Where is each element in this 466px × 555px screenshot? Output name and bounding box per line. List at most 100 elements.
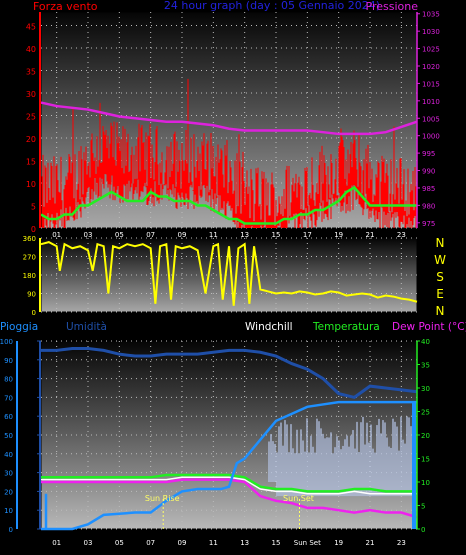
wind-direction-line xyxy=(40,241,418,306)
temperature-tick-label: 5 xyxy=(421,503,425,511)
wind-tick-label: 30 xyxy=(26,90,36,99)
wind-tick-label: 40 xyxy=(26,45,36,54)
pressure-axis-label: Pressione xyxy=(366,0,419,13)
wind-tick-label: 0 xyxy=(31,225,36,234)
chart-title: 24 hour graph (day : 05 Gennaio 2024) xyxy=(164,0,380,12)
compass-label: W xyxy=(434,253,446,267)
wind-tick-label: 20 xyxy=(26,135,36,144)
hour-tick-label: 07 xyxy=(146,231,155,239)
pressure-tick-label: 995 xyxy=(422,150,435,158)
hour-tick-label: 09 xyxy=(178,231,187,239)
hour-tick-label: 01 xyxy=(52,539,61,547)
hour-tick-label: 13 xyxy=(240,231,249,239)
rain-tick-label: 20 xyxy=(4,488,13,496)
rain-tick-label: 40 xyxy=(4,451,13,459)
hour-tick-label: 09 xyxy=(178,539,187,547)
wind-tick-label: 45 xyxy=(26,23,36,32)
rain-tick-label: 30 xyxy=(4,470,13,478)
temperature-tick-label: 40 xyxy=(421,338,430,346)
wind-tick-label: 10 xyxy=(26,180,36,189)
wind-average-line xyxy=(40,185,417,225)
pressure-tick-label: 1035 xyxy=(422,11,440,19)
rain-tick-label: 90 xyxy=(4,357,13,365)
pressure-tick-label: 990 xyxy=(422,168,435,176)
hour-tick-label: 11 xyxy=(209,539,218,547)
wind-gust-series xyxy=(41,78,417,228)
temperature-tick-label: 0 xyxy=(421,526,425,534)
hour-tick-label: 21 xyxy=(366,231,375,239)
temp-panel-background xyxy=(40,340,418,530)
rain-line xyxy=(41,400,417,531)
rain-tick-label: 70 xyxy=(4,394,13,402)
rain-tick-label: 10 xyxy=(4,507,13,515)
temp-panel-legend: Pioggia Umidità Windchill Temperatura Dew Po… xyxy=(0,321,466,333)
legend-label: Dew Point (°C) xyxy=(392,321,466,333)
hour-tick-label: 11 xyxy=(209,231,218,239)
compass-label: S xyxy=(436,270,444,284)
sun-event-label: Sun Set xyxy=(283,494,314,503)
direction-tick-label: 0 xyxy=(32,309,36,317)
hour-tick-label: 19 xyxy=(334,539,343,547)
direction-tick-label: 270 xyxy=(23,254,36,262)
wind-tick-label: 5 xyxy=(31,203,36,212)
direction-tick-label: 180 xyxy=(23,272,36,280)
hour-tick-label: 15 xyxy=(272,231,281,239)
wind-axis-label: Forza vento xyxy=(33,0,98,13)
hour-tick-label: 05 xyxy=(115,539,124,547)
humidity-bars xyxy=(268,416,416,497)
compass-label: N xyxy=(436,236,445,250)
pressure-tick-label: 1000 xyxy=(422,133,440,141)
temperature-tick-label: 25 xyxy=(421,409,430,417)
hour-tick-label: 05 xyxy=(115,231,124,239)
compass-label: E xyxy=(436,287,444,301)
temperature-line xyxy=(41,473,417,493)
hour-tick-label: 01 xyxy=(52,231,61,239)
hour-tick-label: 21 xyxy=(366,539,375,547)
hour-tick-label: 03 xyxy=(84,231,93,239)
pressure-tick-label: 1005 xyxy=(422,115,440,123)
direction-tick-label: 90 xyxy=(27,291,36,299)
rain-tick-label: 60 xyxy=(4,413,13,421)
pressure-tick-label: 1010 xyxy=(422,98,440,106)
temperature-tick-label: 15 xyxy=(421,456,430,464)
compass-label: N xyxy=(436,304,445,318)
rain-tick-label: 100 xyxy=(0,338,13,346)
hour-tick-label: 23 xyxy=(397,539,406,547)
hour-tick-label: 15 xyxy=(272,539,281,547)
humidity-line xyxy=(41,347,418,400)
pressure-tick-label: 1015 xyxy=(422,80,440,88)
legend-label: Pioggia xyxy=(0,321,38,333)
sun-event-label: Sun Rise xyxy=(145,494,180,503)
direction-tick-label: 360 xyxy=(23,235,36,243)
wind-tick-label: 15 xyxy=(26,158,36,167)
windchill-line xyxy=(41,476,417,495)
temperature-tick-label: 35 xyxy=(421,362,430,370)
hour-tick-label: 13 xyxy=(240,539,249,547)
legend-label: Temperatura xyxy=(312,321,380,333)
rain-tick-label: 80 xyxy=(4,376,13,384)
dewpoint-line xyxy=(41,478,418,519)
hour-tick-label: 07 xyxy=(146,539,155,547)
wind-tick-label: 35 xyxy=(26,68,36,77)
hour-tick-label: Sun Set xyxy=(294,539,321,547)
rain-tick-label: 0 xyxy=(9,526,13,534)
rain-tick-label: 50 xyxy=(4,432,13,440)
legend-label: Windchill xyxy=(245,321,293,333)
hour-tick-label: 03 xyxy=(84,539,93,547)
pressure-tick-label: 1025 xyxy=(422,46,440,54)
hour-tick-label: 23 xyxy=(397,231,406,239)
pressure-tick-label: 985 xyxy=(422,185,435,193)
temperature-tick-label: 10 xyxy=(421,479,430,487)
hour-tick-label: 17 xyxy=(303,231,312,239)
legend-label: Umidità xyxy=(66,321,107,333)
pressure-tick-label: 980 xyxy=(422,202,435,210)
hour-tick-label: 19 xyxy=(334,231,343,239)
pressure-line xyxy=(40,101,418,136)
pressure-tick-label: 975 xyxy=(422,220,435,228)
pressure-tick-label: 1030 xyxy=(422,28,440,36)
temperature-tick-label: 30 xyxy=(421,385,430,393)
pressure-tick-label: 1020 xyxy=(422,63,440,71)
temperature-tick-label: 20 xyxy=(421,432,430,440)
